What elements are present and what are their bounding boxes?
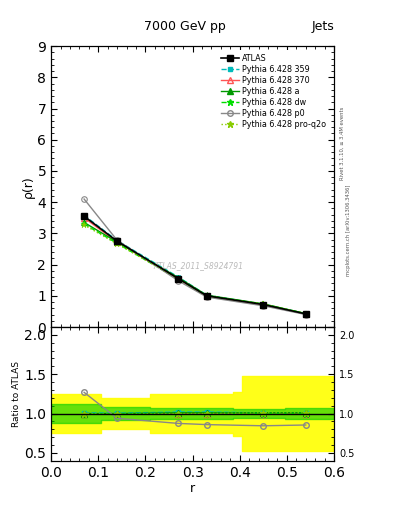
- Text: Jets: Jets: [311, 20, 334, 33]
- Text: mcplots.cern.ch [arXiv:1306.3436]: mcplots.cern.ch [arXiv:1306.3436]: [346, 185, 351, 276]
- Text: 7000 GeV pp: 7000 GeV pp: [144, 20, 226, 33]
- Text: Rivet 3.1.10, ≥ 3.4M events: Rivet 3.1.10, ≥ 3.4M events: [340, 106, 345, 180]
- Text: ATLAS_2011_S8924791: ATLAS_2011_S8924791: [153, 261, 243, 270]
- X-axis label: r: r: [190, 482, 195, 496]
- Y-axis label: Ratio to ATLAS: Ratio to ATLAS: [13, 361, 22, 427]
- Legend: ATLAS, Pythia 6.428 359, Pythia 6.428 370, Pythia 6.428 a, Pythia 6.428 dw, Pyth: ATLAS, Pythia 6.428 359, Pythia 6.428 37…: [217, 50, 330, 133]
- Y-axis label: ρ(r): ρ(r): [22, 175, 35, 198]
